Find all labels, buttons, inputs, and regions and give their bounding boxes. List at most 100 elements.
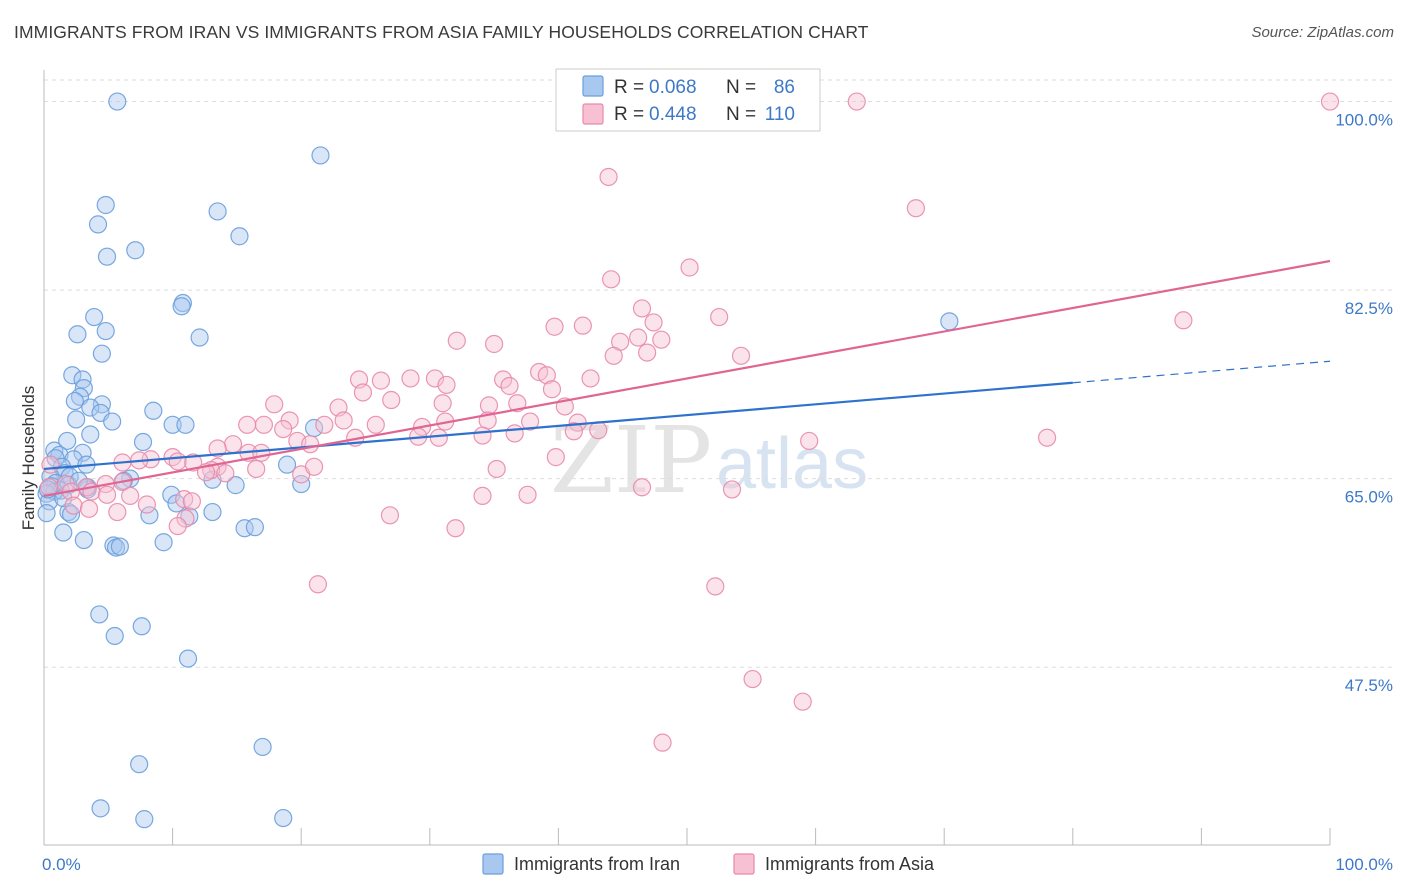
asia-point-6	[632, 299, 652, 318]
asia-point-79	[800, 431, 819, 451]
iran-point-4	[88, 215, 108, 234]
asia-point-12	[652, 330, 671, 349]
iran-point-72	[940, 312, 959, 331]
iran-point-26	[163, 415, 182, 434]
asia-point-69	[184, 453, 203, 472]
asia-point-1	[1320, 92, 1340, 111]
asia-point-43	[521, 412, 540, 431]
iran-point-30	[133, 432, 153, 452]
asia-point-96	[380, 506, 400, 525]
asia-point-25	[494, 370, 513, 389]
iran-point-73	[90, 605, 109, 624]
iran-point-74	[132, 617, 151, 636]
y-tick-labels: 47.5% 65.0% 82.5% 100.0%	[1335, 111, 1393, 696]
asia-point-73	[216, 464, 235, 483]
iran-point-81	[274, 808, 293, 828]
iran-point-23	[144, 401, 163, 420]
asia-point-21	[537, 366, 556, 385]
asia-point-3	[906, 199, 926, 218]
iran-point-34	[73, 443, 92, 462]
watermark-atlas: atlas	[716, 424, 868, 504]
bottom-legend-swatch-iran	[482, 853, 504, 875]
iran-point-6	[126, 241, 145, 260]
x-tick-label-max: 100.0%	[1335, 855, 1393, 874]
asia-point-35	[479, 396, 499, 415]
asia-point-24	[401, 369, 420, 388]
asia-point-29	[500, 376, 519, 396]
asia-point-44	[254, 415, 274, 434]
asia-point-45	[238, 415, 257, 434]
asia-point-77	[487, 459, 506, 479]
legend-asia-r-value: 0.448	[649, 104, 697, 125]
asia-point-92	[137, 495, 156, 514]
legend-iran-r-value: 0.068	[649, 77, 697, 98]
asia-point-10	[644, 313, 663, 332]
iran-point-1	[311, 146, 330, 165]
iran-point-80	[135, 810, 154, 829]
iran-point-75	[105, 626, 124, 646]
watermark: ZIP atlas	[550, 407, 868, 514]
asia-point-4	[680, 258, 699, 277]
asia-point-28	[437, 375, 456, 395]
asia-point-67	[168, 452, 187, 471]
asia-point-31	[353, 383, 373, 402]
iran-point-76	[178, 649, 198, 668]
y-axis-title: Family Households	[19, 386, 38, 531]
asia-point-100	[632, 478, 652, 497]
asia-point-56	[429, 428, 448, 447]
iran-point-71	[110, 537, 129, 556]
asia-point-74	[247, 459, 266, 479]
asia-point-18	[731, 346, 751, 365]
asia-point-11	[629, 328, 648, 347]
asia-point-2	[599, 167, 618, 187]
iran-point-65	[245, 518, 265, 537]
asia-point-51	[473, 426, 492, 445]
asia-point-30	[542, 380, 562, 399]
asia-point-0	[847, 92, 866, 111]
iran-point-0	[108, 92, 127, 111]
iran-point-3	[208, 202, 227, 221]
iran-point-12	[96, 321, 115, 341]
iran-point-19	[65, 391, 84, 411]
trend-line-iran-extension	[1072, 360, 1331, 384]
asia-point-38	[265, 395, 284, 414]
iran-point-63	[37, 504, 56, 523]
asia-point-78	[546, 448, 565, 467]
asia-point-46	[315, 415, 334, 434]
bottom-legend-label-asia: Immigrants from Asia	[765, 854, 935, 874]
asia-point-17	[638, 343, 657, 362]
iran-point-14	[92, 344, 111, 363]
iran-point-24	[67, 410, 86, 429]
asia-point-91	[182, 492, 201, 511]
asia-point-107	[793, 692, 812, 711]
bottom-legend-swatch-asia	[733, 853, 755, 875]
asia-point-105	[706, 577, 725, 596]
legend-asia-r-label: R =	[614, 104, 644, 125]
asia-point-95	[108, 502, 127, 522]
asia-point-108	[653, 733, 672, 752]
asia-point-97	[176, 509, 195, 528]
iran-point-5	[230, 227, 249, 246]
iran-point-78	[130, 755, 149, 774]
legend-swatch-iran	[582, 75, 604, 97]
iran-point-77	[253, 737, 272, 757]
iran-point-21	[81, 398, 100, 417]
x-ticks	[43, 828, 1331, 845]
y-tick-label-0: 47.5%	[1345, 676, 1393, 695]
stats-legend: R = 0.068 N = 86 R = 0.448 N = 110	[555, 68, 821, 132]
asia-point-16	[604, 346, 623, 365]
iran-point-25	[103, 412, 122, 431]
asia-point-8	[573, 316, 592, 335]
asia-point-106	[743, 669, 762, 689]
iran-point-7	[97, 247, 117, 266]
asia-point-9	[545, 317, 564, 336]
asia-point-63	[252, 443, 271, 462]
asia-point-32	[382, 390, 401, 410]
chart-title: IMMIGRANTS FROM IRAN VS IMMIGRANTS FROM …	[14, 22, 869, 42]
legend-iran-r-label: R =	[614, 77, 644, 98]
asia-point-7	[710, 307, 729, 327]
asia-point-93	[64, 496, 83, 515]
iran-point-10	[85, 307, 104, 327]
trend-line-iran	[43, 381, 1073, 471]
